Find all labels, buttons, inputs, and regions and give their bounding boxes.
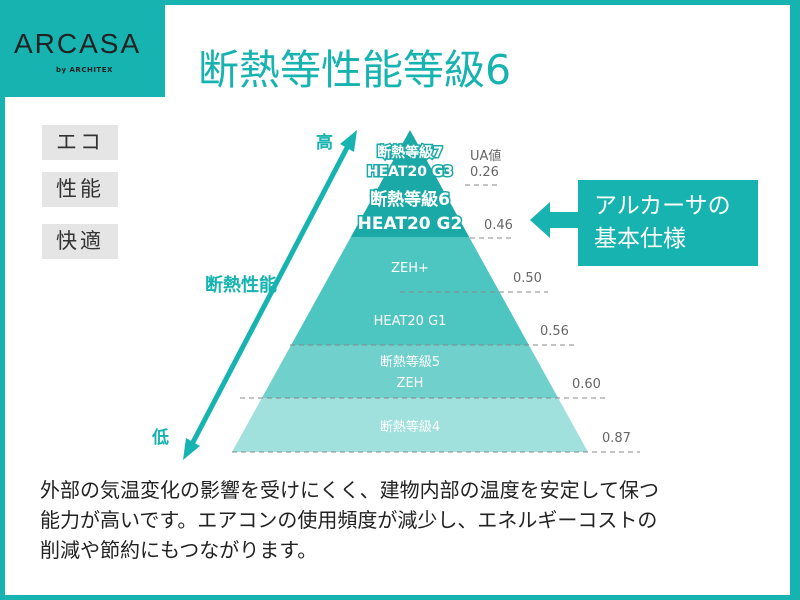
ua-header: UA値 xyxy=(470,148,501,164)
axis-low: 低 xyxy=(151,427,169,448)
arrow-head-up-icon xyxy=(340,130,357,152)
logo-sub: by ARCHITEX xyxy=(56,66,113,74)
ua-value: 0.46 xyxy=(484,218,513,233)
tag-comfort: 快適 xyxy=(42,224,118,259)
callout-standard-spec: アルカーサの 基本仕様 xyxy=(578,180,758,266)
ua-value: 0.50 xyxy=(513,271,542,286)
tier-label: HEAT20 G2 xyxy=(358,214,463,234)
callout-line1: アルカーサの xyxy=(594,193,731,219)
callout-line2: 基本仕様 xyxy=(594,226,686,252)
pyramid-band xyxy=(291,292,529,345)
logo-brand: ARCASA xyxy=(14,28,142,59)
pyramid-band xyxy=(320,237,500,292)
arrow-head-down-icon xyxy=(183,438,200,460)
tier-label: HEAT20 G3 xyxy=(367,164,453,180)
pyramid-band xyxy=(232,398,588,452)
pyramid-band xyxy=(261,345,559,398)
tier-label: 断熱等級7 xyxy=(377,144,443,161)
tier-label: HEAT20 G1 xyxy=(374,314,447,329)
tier-label: 断熱等級6 xyxy=(370,189,450,210)
ua-value: 0.56 xyxy=(540,324,569,339)
ua-value: 0.60 xyxy=(572,377,601,392)
arrow-left-icon xyxy=(530,202,580,238)
description: 外部の気温変化の影響を受けにくく、建物内部の温度を安定して保つ 能力が高いです。… xyxy=(40,475,770,565)
performance-arrow-line xyxy=(187,140,353,450)
logo: ARCASA by ARCHITEX xyxy=(0,0,165,97)
tag-performance: 性能 xyxy=(42,172,118,207)
tier-label: ZEH xyxy=(397,376,424,391)
axis-label: 断熱性能 xyxy=(205,274,277,296)
description-line: 削減や節約にもつながります。 xyxy=(40,538,318,562)
tier-label: 断熱等級4 xyxy=(380,419,440,435)
ua-value: 0.26 xyxy=(470,165,499,180)
tag-eco: エコ xyxy=(42,125,118,160)
tier-label: ZEH+ xyxy=(391,261,429,276)
tier-label: 断熱等級5 xyxy=(380,354,440,370)
pyramid-band xyxy=(350,130,470,237)
description-line: 外部の気温変化の影響を受けにくく、建物内部の温度を安定して保つ xyxy=(40,478,659,502)
page-title: 断熱等性能等級6 xyxy=(198,46,512,94)
ua-value: 0.87 xyxy=(602,431,631,446)
title-panel xyxy=(165,5,790,100)
description-line: 能力が高いです。エアコンの使用頻度が減少し、エネルギーコストの xyxy=(40,508,658,532)
axis-high: 高 xyxy=(316,132,333,153)
